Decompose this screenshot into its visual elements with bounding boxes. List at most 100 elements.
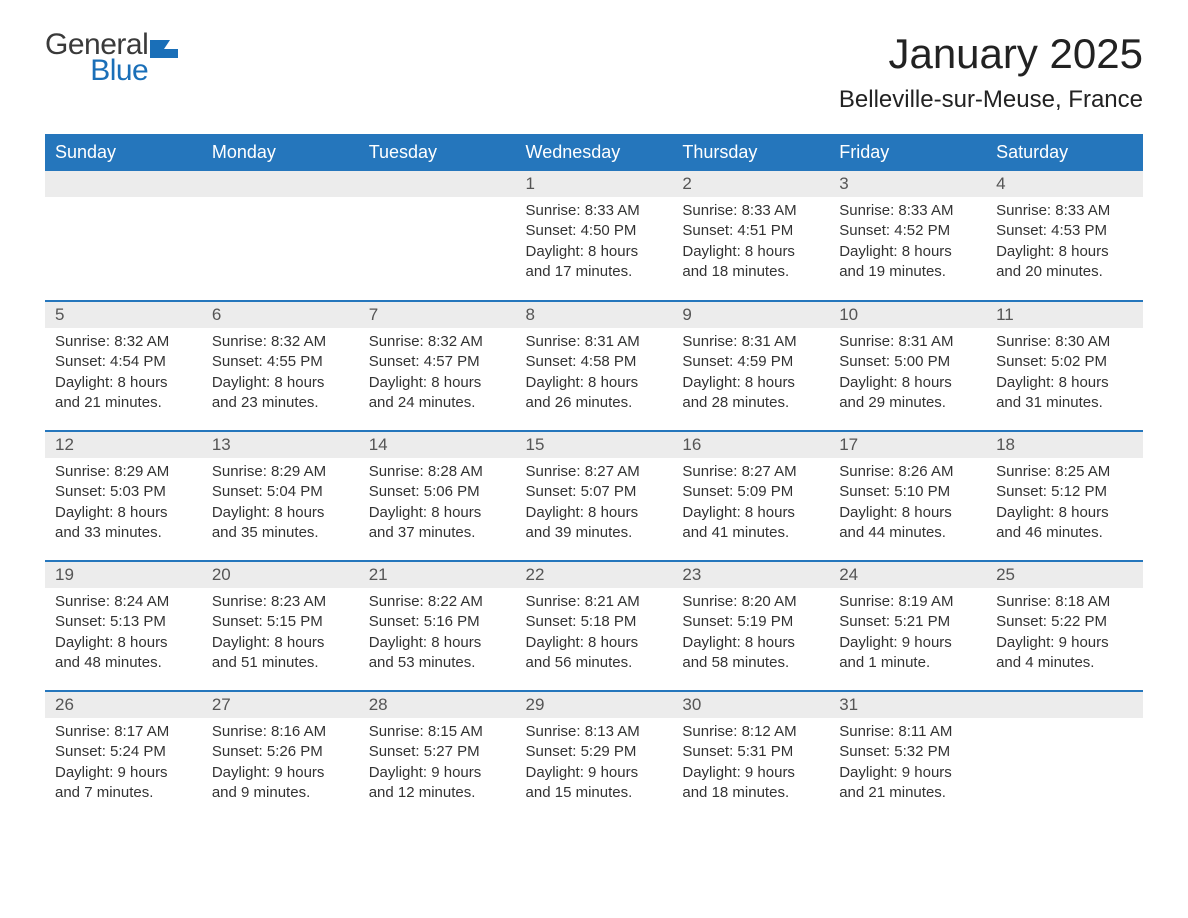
sunrise-line: Sunrise: 8:13 AM (526, 722, 663, 742)
day-number-empty (359, 171, 516, 197)
day-header: Thursday (672, 134, 829, 171)
calendar-cell: 29Sunrise: 8:13 AMSunset: 5:29 PMDayligh… (516, 691, 673, 821)
calendar-cell (359, 171, 516, 301)
day-number: 15 (516, 432, 673, 458)
calendar-cell: 24Sunrise: 8:19 AMSunset: 5:21 PMDayligh… (829, 561, 986, 691)
daylight-line: Daylight: 8 hours and 37 minutes. (369, 503, 506, 544)
sunrise-line: Sunrise: 8:29 AM (55, 462, 192, 482)
calendar-cell: 9Sunrise: 8:31 AMSunset: 4:59 PMDaylight… (672, 301, 829, 431)
day-of-week-header-row: SundayMondayTuesdayWednesdayThursdayFrid… (45, 134, 1143, 171)
day-number: 1 (516, 171, 673, 197)
sunrise-line: Sunrise: 8:30 AM (996, 332, 1133, 352)
daylight-line: Daylight: 8 hours and 21 minutes. (55, 373, 192, 414)
calendar-cell (202, 171, 359, 301)
day-number: 19 (45, 562, 202, 588)
day-number: 27 (202, 692, 359, 718)
sunset-line: Sunset: 5:16 PM (369, 612, 506, 632)
sunset-line: Sunset: 4:59 PM (682, 352, 819, 372)
day-number: 22 (516, 562, 673, 588)
sunset-line: Sunset: 5:32 PM (839, 742, 976, 762)
sunset-line: Sunset: 5:19 PM (682, 612, 819, 632)
day-content: Sunrise: 8:31 AMSunset: 5:00 PMDaylight:… (829, 328, 986, 423)
logo: General Blue (45, 30, 178, 86)
daylight-line: Daylight: 8 hours and 19 minutes. (839, 242, 976, 283)
day-number: 8 (516, 302, 673, 328)
day-content: Sunrise: 8:33 AMSunset: 4:53 PMDaylight:… (986, 197, 1143, 292)
sunrise-line: Sunrise: 8:31 AM (839, 332, 976, 352)
calendar-week-row: 1Sunrise: 8:33 AMSunset: 4:50 PMDaylight… (45, 171, 1143, 301)
sunset-line: Sunset: 4:55 PM (212, 352, 349, 372)
sunset-line: Sunset: 5:03 PM (55, 482, 192, 502)
sunset-line: Sunset: 5:15 PM (212, 612, 349, 632)
sunset-line: Sunset: 4:57 PM (369, 352, 506, 372)
day-number: 18 (986, 432, 1143, 458)
sunrise-line: Sunrise: 8:19 AM (839, 592, 976, 612)
logo-blue-text: Blue (45, 56, 148, 86)
day-header: Tuesday (359, 134, 516, 171)
calendar-cell: 15Sunrise: 8:27 AMSunset: 5:07 PMDayligh… (516, 431, 673, 561)
day-content: Sunrise: 8:33 AMSunset: 4:50 PMDaylight:… (516, 197, 673, 292)
sunset-line: Sunset: 5:02 PM (996, 352, 1133, 372)
day-content: Sunrise: 8:31 AMSunset: 4:58 PMDaylight:… (516, 328, 673, 423)
daylight-line: Daylight: 9 hours and 1 minute. (839, 633, 976, 674)
day-number: 21 (359, 562, 516, 588)
logo-text: General Blue (45, 30, 148, 86)
calendar-cell: 3Sunrise: 8:33 AMSunset: 4:52 PMDaylight… (829, 171, 986, 301)
calendar-cell: 17Sunrise: 8:26 AMSunset: 5:10 PMDayligh… (829, 431, 986, 561)
month-title: January 2025 (839, 30, 1143, 78)
sunset-line: Sunset: 5:18 PM (526, 612, 663, 632)
daylight-line: Daylight: 8 hours and 26 minutes. (526, 373, 663, 414)
day-number: 4 (986, 171, 1143, 197)
calendar-cell: 16Sunrise: 8:27 AMSunset: 5:09 PMDayligh… (672, 431, 829, 561)
sunrise-line: Sunrise: 8:16 AM (212, 722, 349, 742)
daylight-line: Daylight: 8 hours and 24 minutes. (369, 373, 506, 414)
day-content: Sunrise: 8:27 AMSunset: 5:09 PMDaylight:… (672, 458, 829, 553)
calendar-cell: 4Sunrise: 8:33 AMSunset: 4:53 PMDaylight… (986, 171, 1143, 301)
day-content: Sunrise: 8:19 AMSunset: 5:21 PMDaylight:… (829, 588, 986, 683)
calendar-cell: 31Sunrise: 8:11 AMSunset: 5:32 PMDayligh… (829, 691, 986, 821)
day-content: Sunrise: 8:25 AMSunset: 5:12 PMDaylight:… (986, 458, 1143, 553)
sunrise-line: Sunrise: 8:25 AM (996, 462, 1133, 482)
sunrise-line: Sunrise: 8:18 AM (996, 592, 1133, 612)
day-number: 7 (359, 302, 516, 328)
day-content: Sunrise: 8:20 AMSunset: 5:19 PMDaylight:… (672, 588, 829, 683)
sunset-line: Sunset: 4:51 PM (682, 221, 819, 241)
day-content: Sunrise: 8:17 AMSunset: 5:24 PMDaylight:… (45, 718, 202, 813)
day-number: 20 (202, 562, 359, 588)
day-content: Sunrise: 8:32 AMSunset: 4:57 PMDaylight:… (359, 328, 516, 423)
day-content: Sunrise: 8:11 AMSunset: 5:32 PMDaylight:… (829, 718, 986, 813)
day-number: 30 (672, 692, 829, 718)
calendar-cell: 1Sunrise: 8:33 AMSunset: 4:50 PMDaylight… (516, 171, 673, 301)
calendar-table: SundayMondayTuesdayWednesdayThursdayFrid… (45, 134, 1143, 821)
daylight-line: Daylight: 8 hours and 35 minutes. (212, 503, 349, 544)
daylight-line: Daylight: 8 hours and 23 minutes. (212, 373, 349, 414)
calendar-cell: 7Sunrise: 8:32 AMSunset: 4:57 PMDaylight… (359, 301, 516, 431)
day-number: 14 (359, 432, 516, 458)
day-header: Saturday (986, 134, 1143, 171)
day-header: Monday (202, 134, 359, 171)
calendar-cell: 25Sunrise: 8:18 AMSunset: 5:22 PMDayligh… (986, 561, 1143, 691)
day-number-empty (202, 171, 359, 197)
day-number: 29 (516, 692, 673, 718)
sunrise-line: Sunrise: 8:27 AM (526, 462, 663, 482)
calendar-cell: 19Sunrise: 8:24 AMSunset: 5:13 PMDayligh… (45, 561, 202, 691)
daylight-line: Daylight: 8 hours and 41 minutes. (682, 503, 819, 544)
sunrise-line: Sunrise: 8:26 AM (839, 462, 976, 482)
sunrise-line: Sunrise: 8:20 AM (682, 592, 819, 612)
sunrise-line: Sunrise: 8:22 AM (369, 592, 506, 612)
daylight-line: Daylight: 8 hours and 18 minutes. (682, 242, 819, 283)
calendar-cell: 2Sunrise: 8:33 AMSunset: 4:51 PMDaylight… (672, 171, 829, 301)
calendar-week-row: 5Sunrise: 8:32 AMSunset: 4:54 PMDaylight… (45, 301, 1143, 431)
day-content: Sunrise: 8:13 AMSunset: 5:29 PMDaylight:… (516, 718, 673, 813)
calendar-cell: 23Sunrise: 8:20 AMSunset: 5:19 PMDayligh… (672, 561, 829, 691)
daylight-line: Daylight: 8 hours and 53 minutes. (369, 633, 506, 674)
sunset-line: Sunset: 5:31 PM (682, 742, 819, 762)
sunset-line: Sunset: 5:26 PM (212, 742, 349, 762)
day-number: 31 (829, 692, 986, 718)
sunrise-line: Sunrise: 8:12 AM (682, 722, 819, 742)
daylight-line: Daylight: 8 hours and 44 minutes. (839, 503, 976, 544)
sunrise-line: Sunrise: 8:32 AM (55, 332, 192, 352)
day-number: 6 (202, 302, 359, 328)
title-group: January 2025 Belleville-sur-Meuse, Franc… (839, 30, 1143, 114)
sunset-line: Sunset: 5:13 PM (55, 612, 192, 632)
